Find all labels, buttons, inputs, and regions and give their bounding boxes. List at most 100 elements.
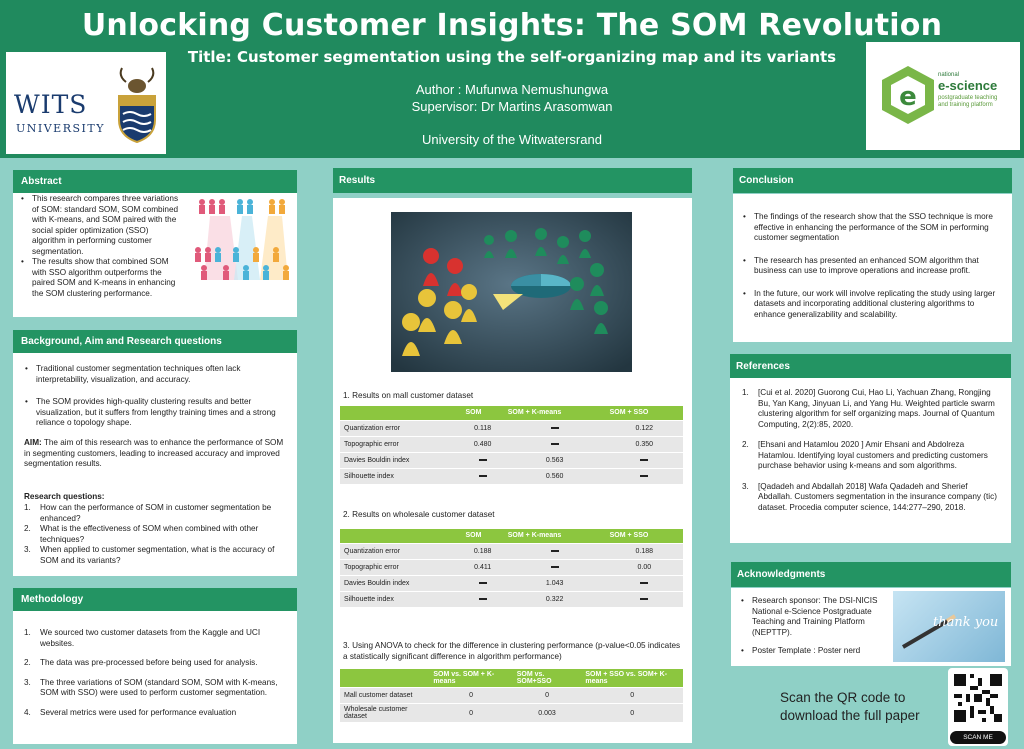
- table-cell: 0.322: [503, 590, 606, 607]
- poster-title: Unlocking Customer Insights: The SOM Rev…: [81, 8, 943, 43]
- references-panel: [730, 378, 1011, 543]
- table-row-label: Quantization error: [340, 542, 462, 559]
- table-row: Wholesale customer dataset 0 0.003 0: [340, 703, 683, 722]
- acknowledgments-list: Research sponsor: The DSI-NICIS National…: [740, 596, 882, 657]
- research-question: 2. What is the effectiveness of SOM when …: [24, 524, 259, 544]
- table-cell: 0.118: [461, 419, 504, 436]
- table-cell: 1.043: [503, 574, 606, 591]
- dash-icon: [478, 474, 487, 477]
- conclusion-bullet: In the future, our work will involve rep…: [742, 289, 1004, 321]
- abstract-list: This research compares three variations …: [20, 194, 180, 299]
- table-cell: 0: [429, 703, 513, 722]
- table-cell: [503, 558, 606, 575]
- dash-icon: [640, 458, 649, 461]
- methodology-item: 3. The three variations of SOM (standard …: [24, 677, 278, 698]
- dash-icon: [550, 426, 559, 429]
- supervisor: Supervisor: Dr Martins Arasomwan: [411, 99, 613, 114]
- table-row-label: Topographic error: [340, 435, 462, 452]
- table-cell: 0.003: [512, 703, 582, 722]
- dash-icon: [478, 597, 487, 600]
- table-cell: 0.350: [605, 435, 683, 452]
- table-header-cell: SOM + SSO vs. SOM+ K-means: [581, 669, 683, 688]
- wholesale-results-table: SOM SOM + K-means SOM + SSO Quantization er…: [340, 529, 683, 607]
- anova-results-table: SOM vs. SOM + K-means SOM vs. SOM+SSO SOM …: [340, 669, 683, 722]
- conclusion-list: The findings of the research show that t…: [742, 212, 1004, 320]
- table-header-cell: SOM + K-means: [503, 406, 606, 420]
- table-cell: [605, 574, 683, 591]
- scan-me-badge: SCAN ME: [950, 731, 1006, 744]
- background-list: Traditional customer segmentation techni…: [24, 364, 286, 429]
- table-cell: 0.188: [605, 542, 683, 559]
- table-row: Quantization error 0.188 0.188: [340, 542, 683, 559]
- results-heading: Results: [333, 168, 692, 193]
- acknowledgments-heading: Acknowledgments: [731, 562, 1011, 587]
- table-row: Topographic error 0.480 0.350: [340, 435, 683, 452]
- table-cell: 0.188: [461, 542, 504, 559]
- reference-item: 2. [Ehsani and Hatamlou 2020 ] Amir Ehsan…: [742, 440, 988, 470]
- table-row-label: Wholesale customer dataset: [340, 703, 430, 722]
- reference-item: 3. [Qadadeh and Abdallah 2018] Wafa Qadad…: [742, 481, 997, 512]
- dash-icon: [640, 597, 649, 600]
- table-row: Davies Bouldin index 0.563: [340, 451, 683, 468]
- background-heading: Background, Aim and Research questions: [13, 330, 297, 353]
- abstract-bullet: This research compares three variations …: [20, 194, 180, 257]
- table-row-label: Silhouette index: [340, 467, 462, 484]
- reference-item: 1. [Cui et al. 2020] Guorong Cui, Hao Li,…: [742, 388, 995, 429]
- table-header-cell: [340, 529, 462, 543]
- table-cell: 0: [581, 687, 683, 704]
- table-header-cell: [340, 406, 462, 420]
- table-header-cell: [340, 669, 430, 688]
- nesci-hexagon-icon: e: [882, 66, 934, 124]
- research-question: 3. When applied to customer segmentation,…: [24, 545, 275, 565]
- table-header-cell: SOM + K-means: [503, 529, 606, 543]
- table-cell: [605, 451, 683, 468]
- qr-code[interactable]: SCAN ME: [948, 668, 1008, 746]
- aim-paragraph: AIM: The aim of this research was to enh…: [24, 438, 284, 468]
- references-heading: References: [730, 354, 1011, 379]
- table-row: Topographic error 0.411 0.00: [340, 558, 683, 575]
- table-cell: 0.480: [461, 435, 504, 452]
- poster-header: Unlocking Customer Insights: The SOM Rev…: [0, 0, 1024, 158]
- dash-icon: [550, 549, 559, 552]
- table-cell: 0.411: [461, 558, 504, 575]
- table-cell: 0.00: [605, 558, 683, 575]
- dash-icon: [550, 442, 559, 445]
- qr-instruction-line2: download the full paper: [780, 708, 920, 723]
- table-cell: [503, 542, 606, 559]
- table-row-label: Topographic error: [340, 558, 462, 575]
- table-cell: [461, 590, 504, 607]
- table-cell: [605, 467, 683, 484]
- table-row: Silhouette index 0.560: [340, 467, 683, 484]
- references-list: 1. [Cui et al. 2020] Guorong Cui, Hao Li,…: [742, 388, 1000, 513]
- table-row: Davies Bouldin index 1.043: [340, 574, 683, 591]
- dash-icon: [550, 565, 559, 568]
- background-bullet: The SOM provides high-quality clustering…: [24, 397, 286, 429]
- thank-you-text: thank you: [933, 615, 999, 630]
- dash-icon: [640, 474, 649, 477]
- table-row-label: Quantization error: [340, 419, 462, 436]
- research-question: 1. How can the performance of SOM in cust…: [24, 503, 272, 523]
- table-cell: 0: [581, 703, 683, 722]
- table-cell: 0.560: [503, 467, 606, 484]
- table-cell: 0: [512, 687, 582, 704]
- mall-results-table: SOM SOM + K-means SOM + SSO Quantization er…: [340, 406, 683, 484]
- wits-crest-icon: [118, 67, 156, 144]
- svg-text:e: e: [899, 82, 917, 112]
- methodology-panel: [13, 588, 297, 744]
- results-table1-caption: 1. Results on mall customer dataset: [343, 391, 474, 400]
- table-header-cell: SOM + SSO: [605, 406, 683, 420]
- table-cell: 0.122: [605, 419, 683, 436]
- methodology-item: 4. Several metrics were used for performa…: [24, 707, 237, 717]
- table-cell: [461, 451, 504, 468]
- author: Author : Mufunwa Nemushungwa: [415, 82, 609, 97]
- qr-instruction-line1: Scan the QR code to: [780, 690, 906, 705]
- table-header-cell: SOM: [461, 406, 504, 420]
- table-row: Mall customer dataset 0 0 0: [340, 687, 683, 704]
- conclusion-bullet: The research has presented an enhanced S…: [742, 256, 1004, 277]
- conclusion-heading: Conclusion: [733, 168, 1012, 193]
- table-cell: [461, 467, 504, 484]
- methodology-item: 1. We sourced two customer datasets from …: [24, 628, 261, 648]
- wits-logo: WITS UNIVERSITY: [6, 52, 166, 154]
- results-table3-caption: 3. Using ANOVA to check for the differen…: [343, 641, 681, 661]
- table-row-label: Silhouette index: [340, 590, 462, 607]
